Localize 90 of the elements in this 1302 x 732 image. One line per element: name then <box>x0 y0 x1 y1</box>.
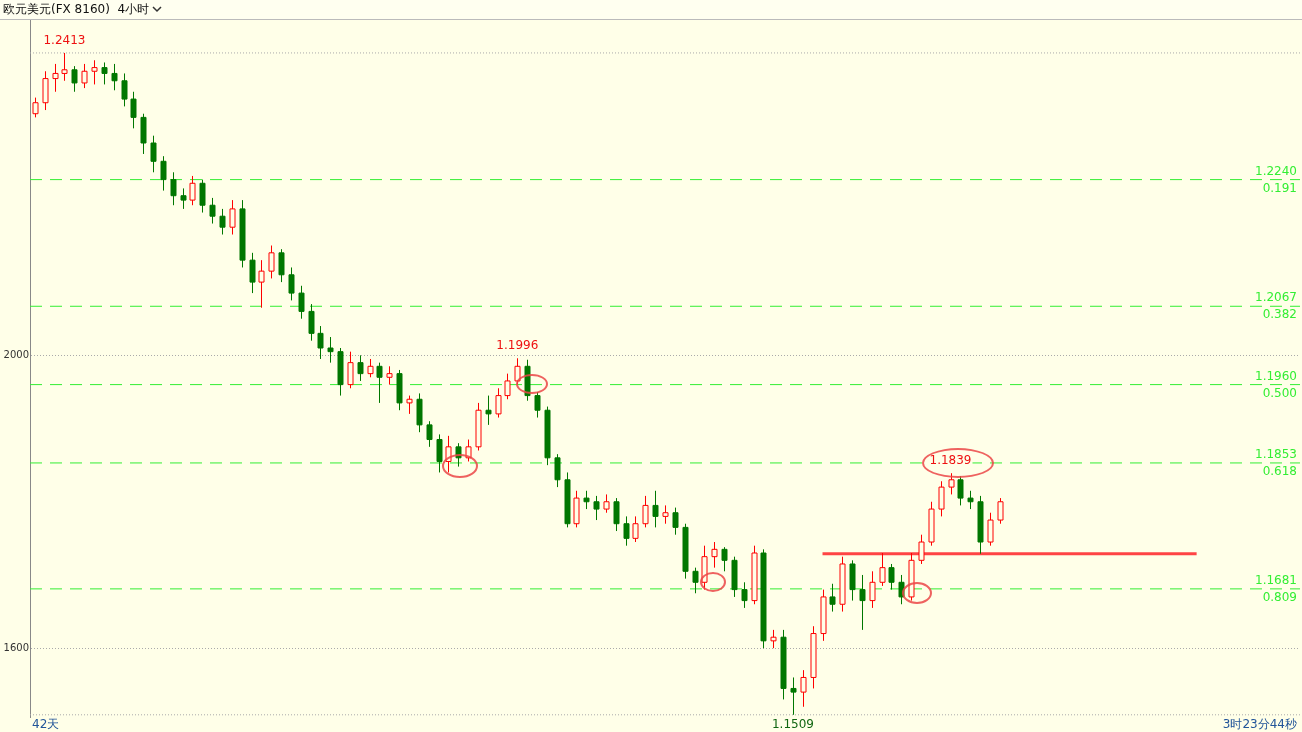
candlestick <box>327 336 334 364</box>
candlestick <box>987 512 994 547</box>
candlestick <box>445 435 452 473</box>
annotation: 1.1960 <box>1255 368 1297 383</box>
candlestick <box>71 65 78 93</box>
annotation: 1.1853 <box>1255 447 1297 462</box>
annotation: 1.1509 <box>771 717 814 732</box>
candlestick <box>957 475 964 506</box>
candlestick <box>130 91 137 129</box>
annotation: 0.382 <box>1262 307 1297 322</box>
candlestick <box>672 507 679 536</box>
candlestick <box>406 395 413 415</box>
candlestick <box>593 495 600 521</box>
annotation: 0.618 <box>1262 464 1297 479</box>
candlestick <box>278 248 285 283</box>
candlestick <box>189 175 196 206</box>
candlestick <box>249 252 256 294</box>
candlestick <box>485 395 492 426</box>
candlestick <box>632 515 639 543</box>
y-tick-label: 2000 <box>3 348 29 360</box>
candlestick <box>879 552 886 587</box>
candlestick <box>613 497 620 532</box>
candlestick <box>869 570 876 609</box>
candlestick <box>229 199 236 236</box>
candlestick <box>386 365 393 386</box>
candlestick <box>918 534 925 565</box>
annotation: 1.2413 <box>43 33 86 48</box>
candlestick <box>219 208 226 236</box>
candlestick <box>426 420 433 448</box>
candlestick <box>504 373 511 400</box>
candlestick <box>317 325 324 360</box>
candlestick <box>111 63 118 91</box>
candlestick <box>652 490 659 528</box>
candlestick <box>711 541 718 569</box>
candlestick <box>209 197 216 225</box>
candlestick <box>258 259 265 309</box>
annotation: 1.1839 <box>929 453 972 468</box>
y-tick-label: 1600 <box>3 641 29 653</box>
candlestick <box>268 245 275 279</box>
annotation: 1.2240 <box>1255 163 1297 178</box>
candlestick <box>376 362 383 404</box>
candlestick <box>692 567 699 594</box>
candlestick <box>32 97 39 118</box>
candlestick <box>52 63 59 93</box>
candlestick <box>859 574 866 631</box>
candlestick <box>150 135 157 173</box>
annotation: 1.1681 <box>1255 573 1297 587</box>
candlestick <box>81 63 88 89</box>
annotation: 0.191 <box>1262 180 1297 195</box>
candlestick <box>800 669 807 708</box>
candlestick <box>603 493 610 514</box>
candlestick <box>741 581 748 609</box>
candlestick <box>298 285 305 320</box>
candlestick <box>770 629 777 649</box>
candlestick <box>91 59 98 85</box>
annotation: 0.500 <box>1262 385 1297 400</box>
candlestick <box>967 490 974 510</box>
candlestick <box>436 433 443 473</box>
candlestick <box>938 480 945 517</box>
candlestick <box>829 583 836 613</box>
candlestick <box>948 472 955 495</box>
candlestick <box>101 61 108 85</box>
candlestick <box>121 72 128 107</box>
annotation: 0.809 <box>1262 590 1297 604</box>
candlestick <box>170 171 177 206</box>
candlestick <box>721 546 728 572</box>
candlestick <box>288 266 295 301</box>
candlestick <box>642 495 649 528</box>
candlestick <box>662 504 669 525</box>
candlestick <box>61 52 68 82</box>
candlestick <box>534 391 541 419</box>
candlestick <box>997 497 1004 525</box>
candlestick <box>623 515 630 547</box>
candlestick <box>367 358 374 378</box>
candlestick <box>357 354 364 382</box>
candlestick <box>790 676 797 716</box>
annotation: 42天 <box>32 717 60 732</box>
candlestick <box>583 490 590 510</box>
candlestick <box>308 303 315 342</box>
candlestick <box>180 187 187 210</box>
annotation: 1.2067 <box>1255 290 1297 305</box>
annotation: 3时23分44秒 <box>1222 717 1297 732</box>
annotation: 1.1996 <box>496 338 539 353</box>
candlestick <box>160 155 167 192</box>
candlestick <box>199 179 206 214</box>
chart-title: 欧元美元(FX 8160) 4小时 <box>3 1 150 18</box>
candlestick <box>554 453 561 488</box>
candlestick <box>888 563 895 591</box>
candlestick <box>495 387 502 419</box>
candlestick <box>347 351 354 389</box>
